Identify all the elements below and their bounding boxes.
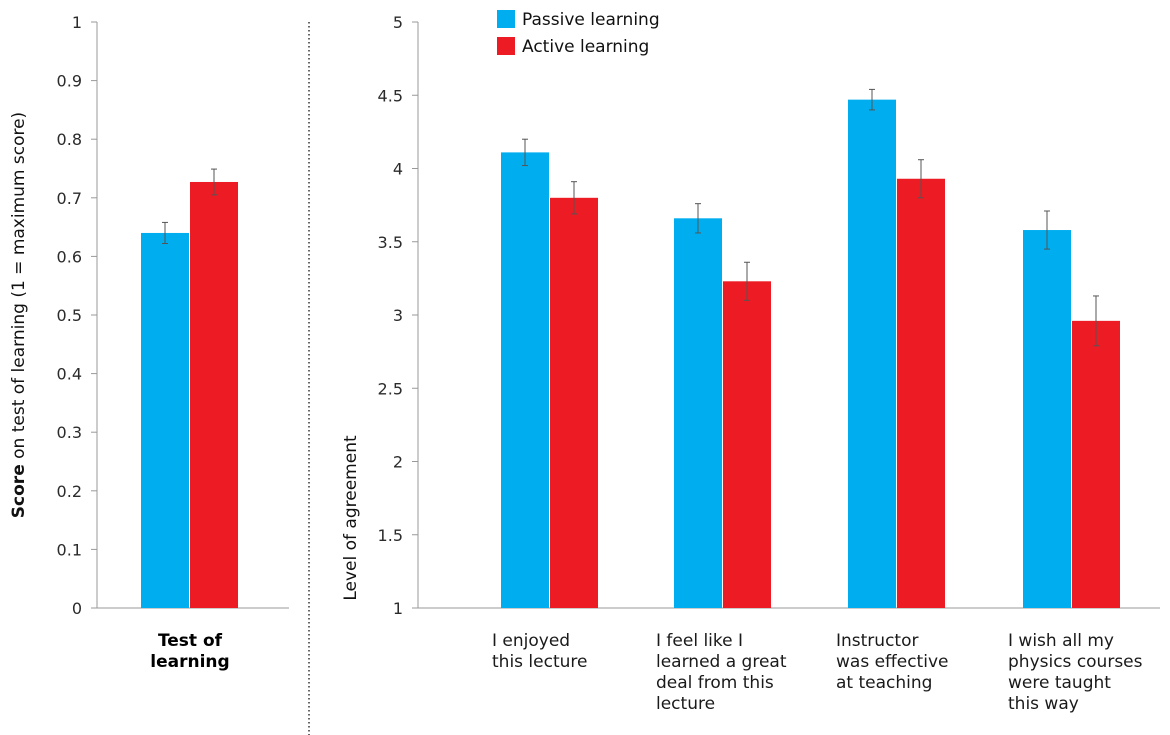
category-label-line: physics courses — [1008, 652, 1143, 672]
bar-active — [190, 181, 238, 608]
category-label: I wish all my physics courses were taught t… — [1008, 631, 1143, 714]
right-bars — [501, 88, 1120, 609]
category-label-line: I feel like I — [656, 631, 743, 651]
y-tick-label: 0.3 — [57, 423, 82, 442]
category-label-line: lecture — [656, 694, 715, 714]
test-score-panel: 0 0.1 0.2 0.3 0.4 0.5 0.6 0.7 0.8 0.9 1 Score on t… — [9, 13, 289, 672]
bar-passive — [674, 218, 722, 608]
category-label: Instructor was effective at teaching — [836, 631, 948, 693]
category-label-line: at teaching — [836, 673, 932, 693]
category-label-line: learning — [150, 652, 229, 672]
y-tick-label: 0.1 — [57, 540, 82, 559]
y-tick-label: 0.4 — [57, 365, 82, 384]
left-category-labels: Test of learning — [150, 631, 229, 672]
category-label: Test of learning — [150, 631, 229, 672]
category-label: I enjoyed this lecture — [492, 631, 587, 672]
y-tick-label: 2.5 — [378, 379, 403, 398]
category-label-line: this way — [1008, 694, 1079, 714]
category-label-line: was effective — [836, 652, 948, 672]
y-tick-label: 1 — [72, 13, 82, 32]
left-y-axis-title: Score on test of learning (1 = maximum s… — [9, 112, 29, 518]
y-tick-label: 5 — [393, 13, 403, 32]
bar-active — [550, 197, 598, 609]
bar-passive — [141, 232, 189, 608]
left-y-axis: 0 0.1 0.2 0.3 0.4 0.5 0.6 0.7 0.8 0.9 1 — [57, 13, 289, 618]
legend-swatch-active — [497, 37, 515, 55]
category-label-line: this lecture — [492, 652, 587, 672]
category-label-line: learned a great — [656, 652, 787, 672]
y-tick-label: 2 — [393, 453, 403, 472]
y-tick-label: 0.5 — [57, 306, 82, 325]
y-tick-label: 0.7 — [57, 189, 82, 208]
y-tick-label: 0.8 — [57, 130, 82, 149]
agreement-panel: 1 1.5 2 2.5 3 3.5 4 4.5 5 Level of agreement I e… — [341, 13, 1160, 714]
bar-passive — [501, 152, 549, 608]
legend-label-passive: Passive learning — [522, 10, 660, 30]
bar-passive — [848, 99, 896, 609]
y-tick-label: 1.5 — [378, 526, 403, 545]
category-label-line: I enjoyed — [492, 631, 570, 651]
left-y-axis-title-bold: Score — [9, 464, 29, 518]
y-tick-label: 1 — [393, 599, 403, 618]
y-tick-label: 4 — [393, 160, 403, 179]
category-label-line: I wish all my — [1008, 631, 1114, 651]
y-tick-label: 0.2 — [57, 482, 82, 501]
category-label-line: Instructor — [836, 631, 918, 651]
y-tick-label: 0.9 — [57, 72, 82, 91]
y-tick-label: 4.5 — [378, 86, 403, 105]
y-tick-label: 0.6 — [57, 247, 82, 266]
bar-active — [1072, 320, 1120, 608]
bar-passive — [1023, 230, 1071, 608]
left-y-axis-title-rest: on test of learning (1 = maximum score) — [9, 112, 29, 464]
y-tick-label: 0 — [72, 599, 82, 618]
y-tick-label: 3.5 — [378, 233, 403, 252]
right-y-axis-title: Level of agreement — [341, 435, 361, 601]
category-label-line: were taught — [1008, 673, 1111, 693]
category-label-line: deal from this — [656, 673, 774, 693]
bar-active — [897, 178, 945, 608]
y-tick-label: 3 — [393, 306, 403, 325]
legend-swatch-passive — [497, 10, 515, 28]
bar-active — [723, 281, 771, 608]
left-bars — [141, 168, 238, 608]
legend-label-active: Active learning — [522, 37, 649, 57]
category-label-line: Test of — [158, 631, 223, 651]
legend: Passive learning Active learning — [497, 10, 660, 57]
